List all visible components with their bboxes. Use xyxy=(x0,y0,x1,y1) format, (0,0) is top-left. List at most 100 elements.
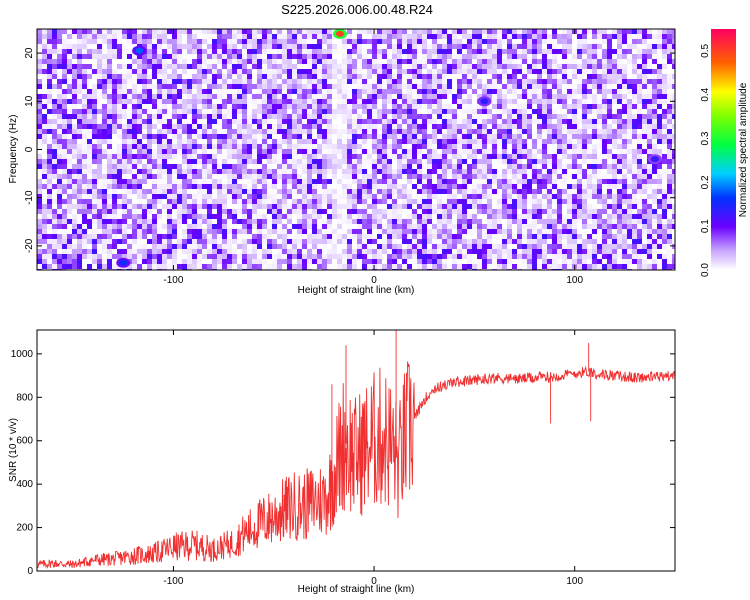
heatmap-cell xyxy=(312,94,317,99)
heatmap-cell xyxy=(182,49,187,54)
heatmap-cell xyxy=(557,69,562,74)
heatmap-cell xyxy=(487,139,492,144)
heatmap-cell xyxy=(67,114,72,119)
heatmap-cell xyxy=(482,84,487,89)
heatmap-cell xyxy=(47,144,52,149)
heatmap-cell xyxy=(112,74,117,79)
heatmap-cell xyxy=(237,199,242,204)
heatmap-cell xyxy=(512,39,517,44)
heatmap-cell xyxy=(142,214,147,219)
heatmap-cell xyxy=(547,39,552,44)
heatmap-cell xyxy=(567,184,572,189)
heatmap-cell xyxy=(592,104,597,109)
heatmap-cell xyxy=(622,54,627,59)
heatmap-cell xyxy=(302,219,307,224)
heatmap-cell xyxy=(612,149,617,154)
heatmap-cell xyxy=(577,174,582,179)
heatmap-cell xyxy=(242,94,247,99)
heatmap-cell xyxy=(272,119,277,124)
heatmap-cell xyxy=(672,129,675,134)
heatmap-cell xyxy=(552,169,557,174)
heatmap-cell xyxy=(627,89,632,94)
heatmap-cell xyxy=(597,209,602,214)
heatmap-cell xyxy=(67,204,72,209)
heatmap-cell xyxy=(67,189,72,194)
heatmap-cell xyxy=(37,219,42,224)
heatmap-cell xyxy=(157,39,162,44)
heatmap-cell xyxy=(97,89,102,94)
heatmap-cell xyxy=(337,89,342,94)
heatmap-cell xyxy=(407,89,412,94)
heatmap-cell xyxy=(537,49,542,54)
heatmap-cell xyxy=(152,114,157,119)
heatmap-cell xyxy=(352,214,357,219)
heatmap-cell xyxy=(57,174,62,179)
heatmap-cell xyxy=(122,124,127,129)
heatmap-cell xyxy=(92,184,97,189)
heatmap-cell xyxy=(157,74,162,79)
heatmap-cell xyxy=(522,119,527,124)
heatmap-cell xyxy=(427,74,432,79)
heatmap-cell xyxy=(447,54,452,59)
heatmap-cell xyxy=(672,164,675,169)
heatmap-cell xyxy=(362,99,367,104)
heatmap-cell xyxy=(567,139,572,144)
heatmap-cell xyxy=(292,134,297,139)
heatmap-cell xyxy=(542,199,547,204)
heatmap-cell xyxy=(352,184,357,189)
heatmap-cell xyxy=(672,34,675,39)
heatmap-cell xyxy=(322,124,327,129)
heatmap-cell xyxy=(332,49,337,54)
heatmap-cell xyxy=(412,184,417,189)
heatmap-cell xyxy=(472,164,477,169)
heatmap-cell xyxy=(382,54,387,59)
heatmap-cell xyxy=(337,134,342,139)
heatmap-cell xyxy=(72,54,77,59)
heatmap-cell xyxy=(142,134,147,139)
heatmap-cell xyxy=(622,59,627,64)
heatmap-cell xyxy=(97,104,102,109)
heatmap-cell xyxy=(357,104,362,109)
heatmap-cell xyxy=(192,144,197,149)
heatmap-cell xyxy=(667,49,672,54)
heatmap-cell xyxy=(592,159,597,164)
heatmap-cell xyxy=(537,64,542,69)
heatmap-cell xyxy=(82,34,87,39)
heatmap-cell xyxy=(377,154,382,159)
heatmap-cell xyxy=(392,54,397,59)
heatmap-cell xyxy=(97,194,102,199)
heatmap-cell xyxy=(632,39,637,44)
heatmap-cell xyxy=(457,179,462,184)
heatmap-cell xyxy=(202,59,207,64)
heatmap-cell xyxy=(617,154,622,159)
heatmap-cell xyxy=(502,144,507,149)
heatmap-cell xyxy=(262,189,267,194)
heatmap-cell xyxy=(222,89,227,94)
heatmap-cell xyxy=(177,64,182,69)
heatmap-cell xyxy=(232,149,237,154)
heatmap-cell xyxy=(182,89,187,94)
heatmap-cell xyxy=(597,29,602,34)
heatmap-cell xyxy=(232,174,237,179)
heatmap-cell xyxy=(317,89,322,94)
heatmap-cell xyxy=(97,94,102,99)
heatmap-cell xyxy=(342,59,347,64)
heatmap-cell xyxy=(72,129,77,134)
heatmap-cell xyxy=(497,119,502,124)
heatmap-cell xyxy=(357,74,362,79)
heatmap-cell xyxy=(392,79,397,84)
heatmap-cell xyxy=(567,174,572,179)
heatmap-cell xyxy=(562,184,567,189)
heatmap-cell xyxy=(77,164,82,169)
heatmap-cell xyxy=(42,204,47,209)
heatmap-cell xyxy=(347,124,352,129)
heatmap-cell xyxy=(157,89,162,94)
heatmap-cell xyxy=(127,219,132,224)
heatmap-cell xyxy=(382,129,387,134)
heatmap-cell xyxy=(42,179,47,184)
heatmap-cell xyxy=(612,89,617,94)
heatmap-cell xyxy=(317,29,322,34)
heatmap-cell xyxy=(652,129,657,134)
heatmap-cell xyxy=(287,149,292,154)
